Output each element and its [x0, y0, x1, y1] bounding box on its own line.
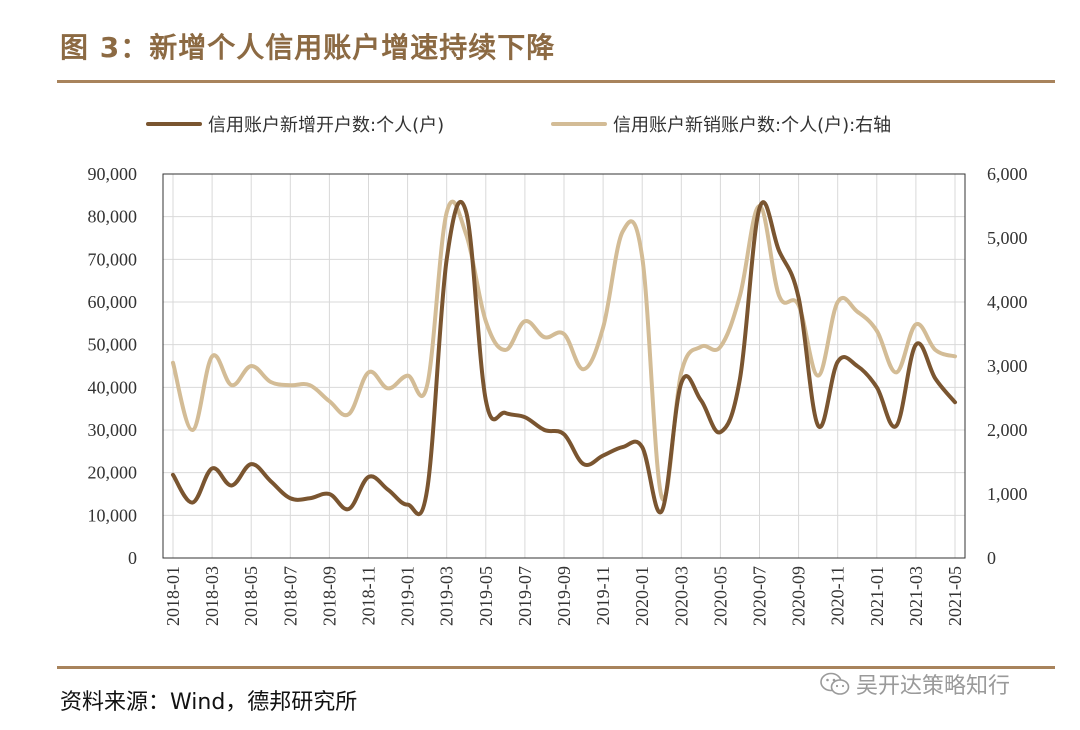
series-layer	[171, 199, 957, 517]
right-tick-label: 4,000	[987, 292, 1028, 312]
bottom-rule	[57, 666, 1055, 669]
left-tick-label: 70,000	[88, 249, 138, 269]
left-axis: 0 10,000 20,000 30,000 40,000 50,000 60,000 70,…	[88, 164, 138, 568]
right-tick-label: 1,000	[987, 484, 1028, 504]
x-tick-label: 2020-03	[671, 566, 691, 626]
left-tick-label: 80,000	[88, 207, 138, 227]
series-line-closed-accounts	[171, 199, 957, 502]
left-tick-label: 60,000	[88, 292, 138, 312]
right-tick-label: 6,000	[987, 164, 1028, 184]
watermark: 吴开达策略知行	[820, 664, 1010, 704]
x-tick-label: 2018-05	[241, 566, 261, 626]
x-tick-label: 2021-01	[867, 566, 887, 626]
x-tick-label: 2019-01	[398, 566, 418, 626]
left-tick-label: 30,000	[88, 420, 138, 440]
grid	[163, 174, 965, 558]
right-tick-label: 5,000	[987, 228, 1028, 248]
x-tick-label: 2020-01	[632, 566, 652, 626]
right-tick-label: 2,000	[987, 420, 1028, 440]
x-tick-label: 2020-09	[789, 566, 809, 626]
plot-frame	[162, 173, 966, 559]
watermark-text: 吴开达策略知行	[856, 674, 1011, 699]
x-tick-label: 2019-07	[515, 566, 535, 626]
x-tick-label: 2021-05	[945, 566, 965, 626]
wechat-icon	[820, 672, 850, 695]
figure-title: 图 3：新增个人信用账户增速持续下降	[60, 31, 556, 64]
left-tick-label: 10,000	[88, 505, 138, 525]
right-axis: 0 1,000 2,000 3,000 4,000 5,000 6,000	[987, 164, 1028, 568]
left-tick-label: 0	[128, 548, 137, 568]
left-tick-label: 20,000	[88, 463, 138, 483]
x-tick-label: 2019-09	[554, 566, 574, 626]
x-tick-label: 2020-11	[828, 566, 848, 625]
x-tick-label: 2018-07	[280, 566, 300, 626]
legend-label-new-accounts: 信用账户新增开户数:个人(户)	[208, 115, 444, 136]
x-tick-label: 2019-03	[437, 566, 457, 626]
series-line-new-accounts	[171, 199, 957, 517]
legend-label-closed-accounts: 信用账户新销账户数:个人(户):右轴	[613, 115, 891, 136]
x-tick-label: 2019-11	[593, 566, 613, 625]
right-tick-label: 0	[987, 548, 996, 568]
x-tick-label: 2019-05	[476, 566, 496, 626]
left-tick-label: 50,000	[88, 335, 138, 355]
x-tick-label: 2021-03	[906, 566, 926, 626]
x-tick-label: 2020-07	[750, 566, 770, 626]
x-axis: 2018-01 2018-03 2018-05 2018-07 2018-09 2018-…	[163, 566, 965, 626]
left-tick-label: 90,000	[88, 164, 138, 184]
right-tick-label: 3,000	[987, 356, 1028, 376]
x-tick-label: 2018-09	[319, 566, 339, 626]
line-chart: 信用账户新增开户数:个人(户) 信用账户新销账户数:个人(户):右轴 0 10,00…	[88, 115, 1028, 626]
x-tick-label: 2018-11	[359, 566, 379, 625]
x-tick-label: 2020-05	[710, 566, 730, 626]
source-note: 资料来源：Wind，德邦研究所	[60, 690, 358, 715]
top-rule	[57, 80, 1055, 83]
legend: 信用账户新增开户数:个人(户) 信用账户新销账户数:个人(户):右轴	[146, 115, 891, 136]
x-tick-label: 2018-01	[163, 566, 183, 626]
left-tick-label: 40,000	[88, 377, 138, 397]
x-tick-label: 2018-03	[202, 566, 222, 626]
